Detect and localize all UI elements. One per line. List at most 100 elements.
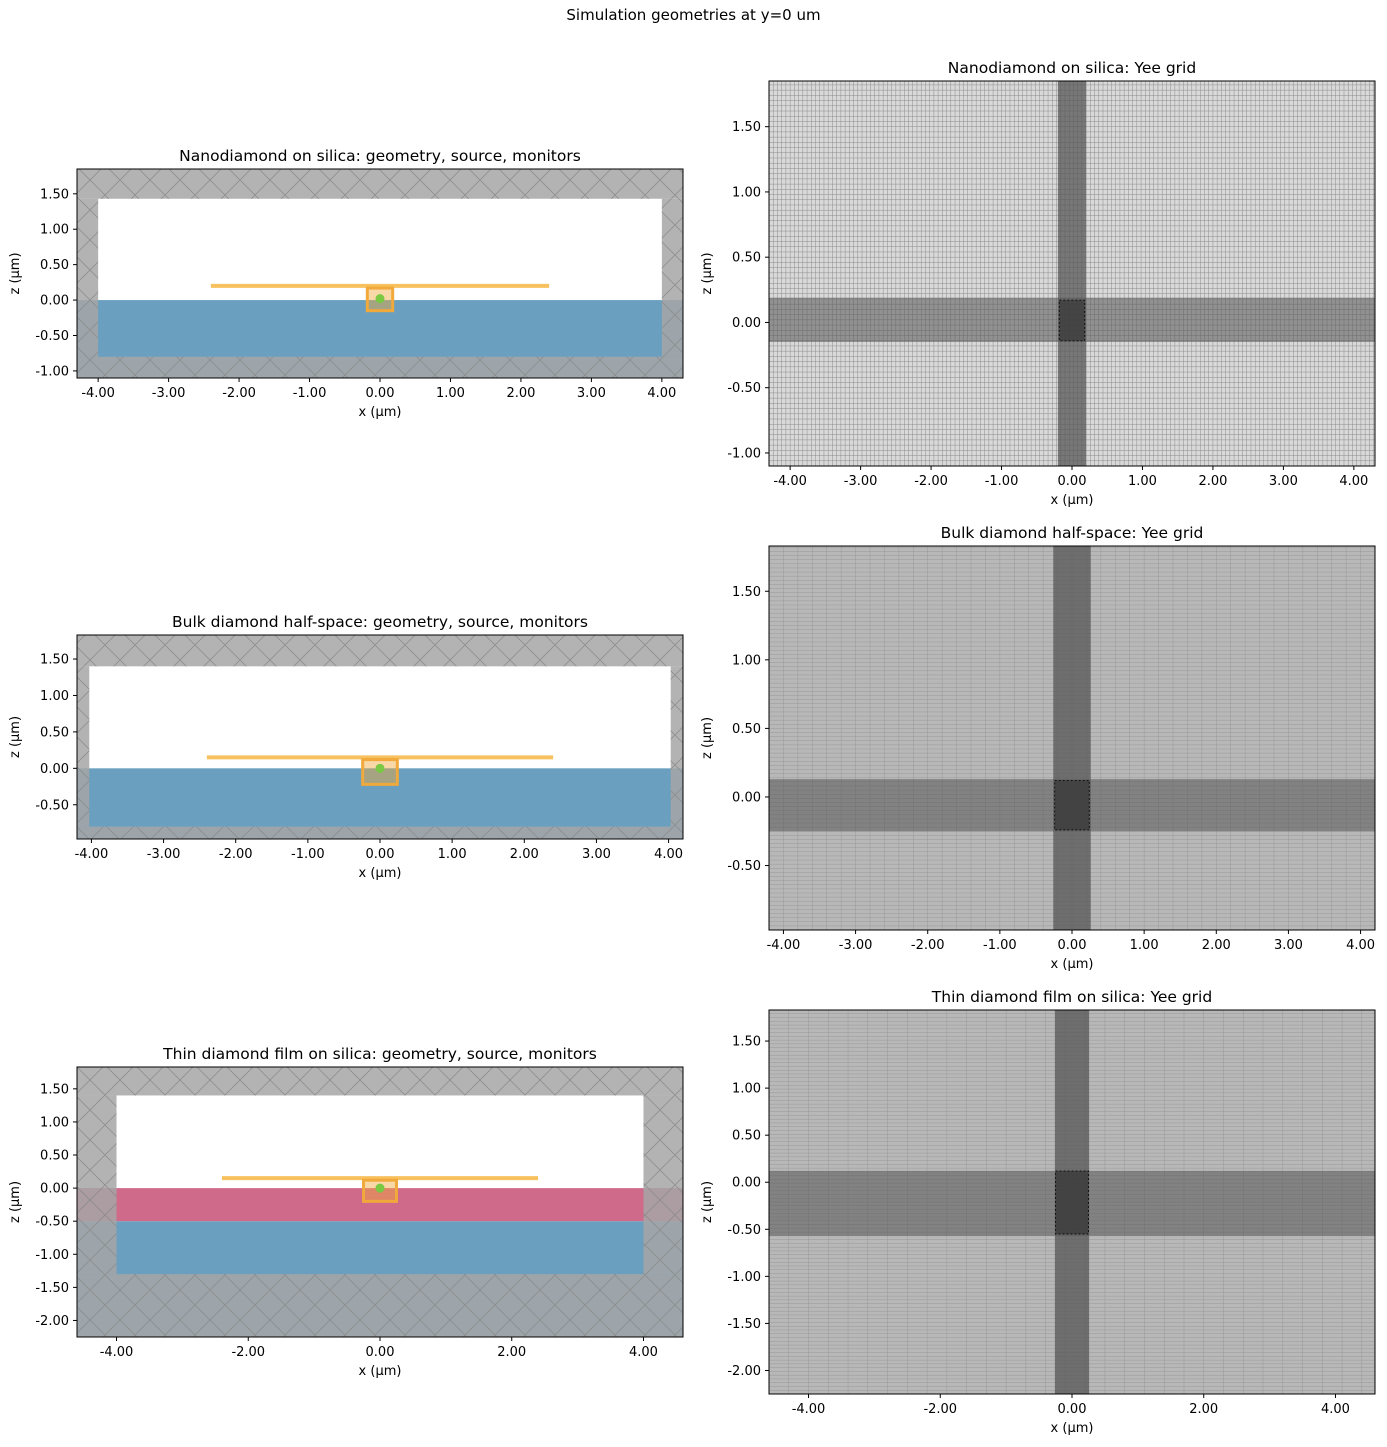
bulk-geom-axes: -4.00 -3.00 -2.00 -1.00 0.00 1.00 2.00 3.00 4.00… [8, 613, 684, 881]
dipole-source-point [375, 763, 385, 773]
nd-grid-plot-area [769, 81, 1375, 466]
x-axis-label: x (µm) [1051, 493, 1094, 508]
y-tick-label: 0.00 [40, 294, 69, 309]
y-tick-label: -2.00 [35, 1314, 69, 1329]
x-tick-label: 0.00 [1058, 1402, 1087, 1417]
y-tick-label: 0.50 [40, 725, 69, 740]
refined-column [1057, 81, 1087, 466]
x-tick-label: -2.00 [231, 1345, 265, 1360]
y-tick-label: -1.00 [35, 364, 69, 379]
y-tick-label: 1.50 [40, 653, 69, 668]
x-axis-label: x (µm) [359, 405, 402, 420]
x-tick-label: 0.00 [366, 847, 395, 862]
y-tick-label: 0.50 [732, 1129, 761, 1144]
x-tick-label: 2.00 [506, 386, 535, 401]
diamond-film-layer [77, 1188, 683, 1222]
y-tick-label: -1.00 [727, 1270, 761, 1285]
x-tick-label: 4.00 [647, 386, 676, 401]
x-tick-label: -3.00 [839, 938, 873, 953]
pml-bottom-hatch [77, 356, 683, 378]
y-tick-label: 1.50 [732, 585, 761, 600]
x-tick-label: -4.00 [75, 847, 109, 862]
y-axis-label: z (µm) [700, 717, 715, 759]
pml-left-hatch [77, 1095, 117, 1275]
y-tick-label: 1.00 [732, 185, 761, 200]
x-tick-label: 2.00 [1198, 474, 1227, 489]
x-tick-label: 3.00 [1274, 938, 1303, 953]
dipole-source-point [375, 294, 385, 304]
x-tick-label: -3.00 [147, 847, 181, 862]
y-tick-label: 1.50 [732, 1035, 761, 1050]
x-tick-label: 1.00 [436, 386, 465, 401]
x-axis-label: x (µm) [1051, 957, 1094, 972]
x-axis-label: x (µm) [359, 1364, 402, 1379]
x-tick-label: 4.00 [629, 1345, 658, 1360]
x-tick-label: -3.00 [152, 386, 186, 401]
pml-bottom-hatch [77, 826, 683, 839]
y-tick-label: -0.50 [35, 798, 69, 813]
pml-bottom-hatch [77, 1274, 683, 1337]
structure-outline [1058, 299, 1086, 342]
film-grid-axes: -4.00 -2.00 0.00 2.00 4.00 -2.00 -1.50 -1.00 -0.… [700, 988, 1376, 1436]
y-tick-label: -0.50 [35, 329, 69, 344]
film-geom-plot-area [77, 1067, 683, 1337]
x-tick-label: 3.00 [577, 386, 606, 401]
x-tick-label: -2.00 [219, 847, 253, 862]
y-axis-label: z (µm) [700, 252, 715, 294]
pml-top-hatch [77, 635, 683, 667]
bulk-grid-plot-area [769, 546, 1375, 930]
y-tick-label: 0.50 [40, 258, 69, 273]
x-tick-label: 2.00 [497, 1345, 526, 1360]
x-tick-label: -4.00 [767, 938, 801, 953]
y-tick-label: 1.50 [40, 1082, 69, 1097]
chart-title: Thin diamond film on silica: geometry, s… [162, 1045, 597, 1063]
x-tick-label: -2.00 [914, 474, 948, 489]
y-tick-label: -1.50 [35, 1281, 69, 1296]
x-tick-label: -2.00 [923, 1402, 957, 1417]
nd-geom-axes: -4.00 -3.00 -2.00 -1.00 0.00 1.00 2.00 3.00 4.00… [8, 147, 684, 420]
y-tick-label: 0.00 [40, 1182, 69, 1197]
x-tick-label: 2.00 [1189, 1402, 1218, 1417]
pml-top-hatch [77, 1067, 683, 1096]
bulk-grid-axes: -4.00 -3.00 -2.00 -1.00 0.00 1.00 2.00 3.00 4.00… [700, 524, 1376, 972]
x-tick-label: 1.00 [438, 847, 467, 862]
film-grid-plot-area [769, 1010, 1375, 1394]
y-tick-label: -1.00 [727, 446, 761, 461]
x-tick-label: 2.00 [510, 847, 539, 862]
pml-right-hatch [670, 666, 683, 827]
pml-right-hatch [643, 1095, 683, 1275]
structure-outline [1054, 780, 1090, 831]
y-tick-label: -0.50 [727, 1223, 761, 1238]
y-tick-label: -1.50 [727, 1317, 761, 1332]
x-tick-label: 4.00 [1321, 1402, 1350, 1417]
x-axis-label: x (µm) [1051, 1421, 1094, 1436]
x-tick-label: -2.00 [911, 938, 945, 953]
y-axis-label: z (µm) [8, 1181, 23, 1223]
y-tick-label: -0.50 [35, 1215, 69, 1230]
y-axis-label: z (µm) [8, 716, 23, 758]
film-geom-axes: -4.00 -2.00 0.00 2.00 4.00 -2.00 -1.50 -1.00 -0.… [8, 1045, 684, 1379]
x-tick-label: 1.00 [1128, 474, 1157, 489]
bulk-geom-plot-area [77, 635, 683, 839]
y-tick-label: -2.00 [727, 1364, 761, 1379]
x-tick-label: -3.00 [844, 474, 878, 489]
x-tick-label: 0.00 [366, 1345, 395, 1360]
x-tick-label: 4.00 [1346, 938, 1375, 953]
structure-outline [1055, 1170, 1089, 1235]
y-axis-label: z (µm) [8, 252, 23, 294]
pml-right-hatch [661, 198, 683, 357]
x-tick-label: 4.00 [654, 847, 683, 862]
y-tick-label: 1.50 [732, 120, 761, 135]
y-tick-label: 1.00 [40, 1115, 69, 1130]
y-axis-label: z (µm) [700, 1181, 715, 1223]
y-tick-label: 0.50 [732, 251, 761, 266]
y-tick-label: -0.50 [727, 859, 761, 874]
x-tick-label: 0.00 [1058, 474, 1087, 489]
y-tick-label: 0.50 [732, 722, 761, 737]
y-tick-label: 1.00 [732, 653, 761, 668]
y-tick-label: 1.00 [40, 223, 69, 238]
pml-top-hatch [77, 169, 683, 199]
refined-column [1053, 546, 1091, 930]
figure-suptitle: Simulation geometries at y=0 um [566, 6, 821, 24]
y-tick-label: -0.50 [727, 381, 761, 396]
